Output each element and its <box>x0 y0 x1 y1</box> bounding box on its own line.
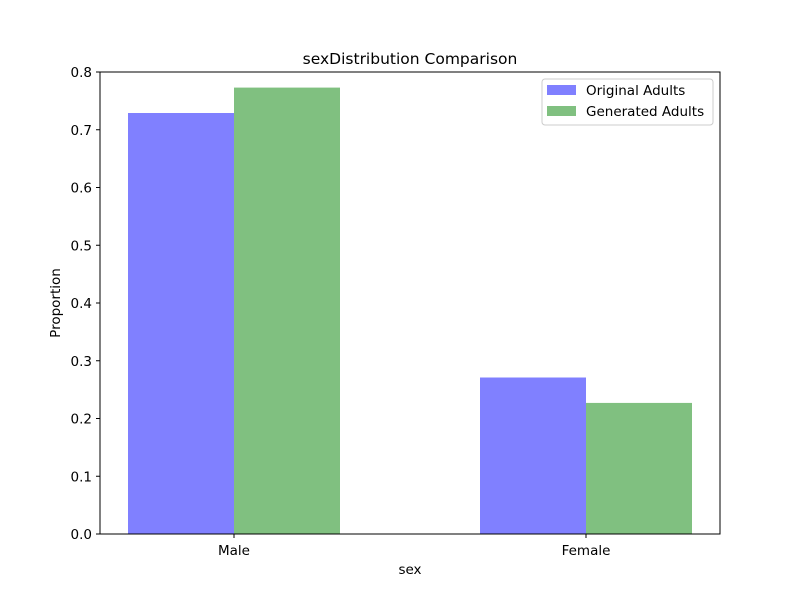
y-tick-label: 0.6 <box>71 181 92 197</box>
y-tick-label: 0.1 <box>71 469 92 485</box>
y-tick-label: 0.8 <box>71 65 92 81</box>
x-tick-label-male: Male <box>218 543 250 559</box>
legend-label-generated-adults: Generated Adults <box>586 104 704 120</box>
legend: Original Adults Generated Adults <box>541 78 714 126</box>
x-axis-label: sex <box>398 562 421 578</box>
legend-frame <box>541 78 714 126</box>
y-tick-label: 0.3 <box>71 354 92 370</box>
x-axis: Male Female <box>218 534 610 559</box>
chart-title: sexDistribution Comparison <box>303 50 518 68</box>
y-tick-label: 0.4 <box>71 296 92 312</box>
bar-generated-adults-female <box>586 402 692 534</box>
legend-swatch-original-adults <box>547 85 576 95</box>
legend-swatch-generated-adults <box>547 106 576 116</box>
y-tick-label: 0.0 <box>71 527 92 543</box>
bar-original-adults-female <box>480 377 586 534</box>
bar-original-adults-male <box>128 113 234 534</box>
bar-generated-adults-male <box>234 87 340 534</box>
y-tick-label: 0.2 <box>71 412 92 428</box>
plot-frame <box>99 71 721 535</box>
legend-label-original-adults: Original Adults <box>586 83 685 99</box>
y-axis: 0.0 0.1 0.2 0.3 0.4 0.5 0.6 0.7 0.8 <box>71 65 100 543</box>
y-tick-label: 0.7 <box>71 123 92 139</box>
x-tick-label-female: Female <box>562 543 611 559</box>
bars-layer <box>128 87 692 534</box>
y-tick-label: 0.5 <box>71 238 92 254</box>
y-axis-label: Proportion <box>48 268 64 338</box>
